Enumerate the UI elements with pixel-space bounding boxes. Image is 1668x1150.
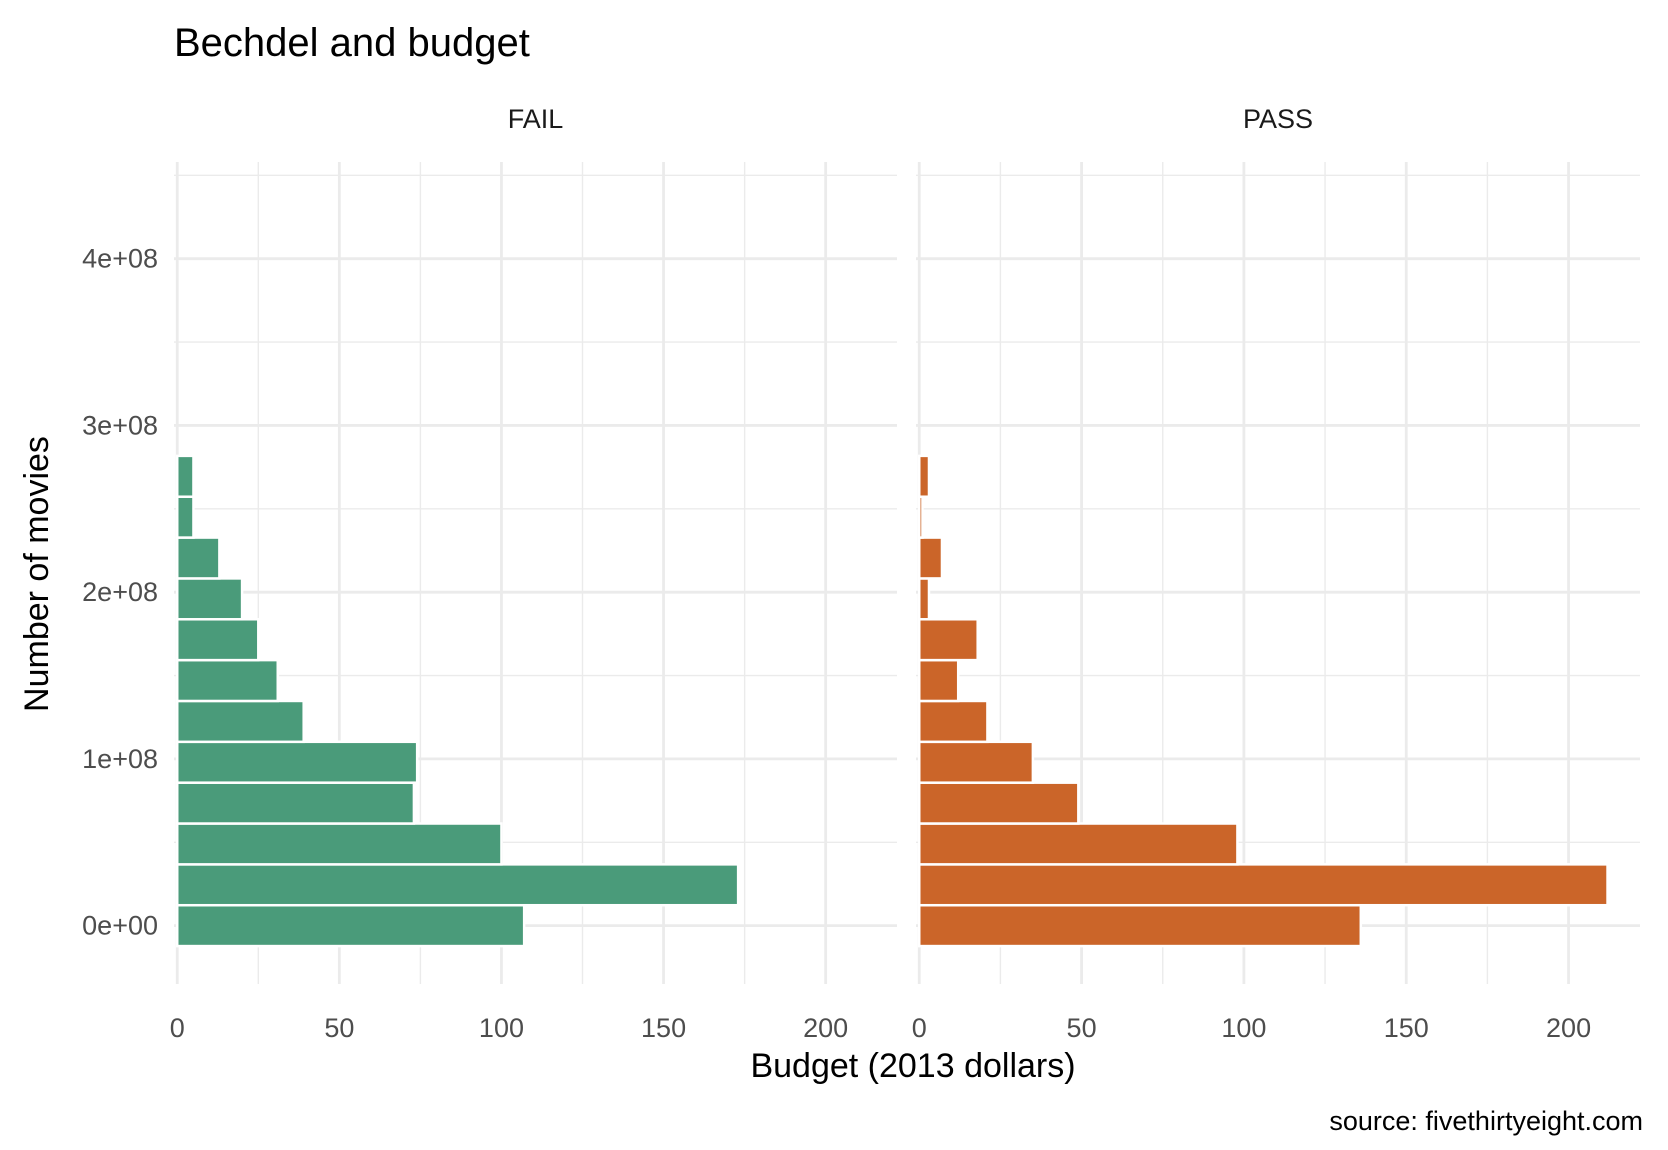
y-tick-label: 4e+08 [82, 244, 158, 274]
x-tick-label: 0 [170, 1013, 185, 1043]
y-tick-label: 2e+08 [82, 577, 158, 607]
x-tick-label: 150 [641, 1013, 686, 1043]
panel-pass: PASS 0 50 100 150 200 [912, 104, 1640, 1043]
x-tick-label: 200 [1546, 1013, 1591, 1043]
bar-fail-0 [175, 903, 526, 948]
bar-pass-9 [917, 536, 944, 580]
bar-pass-0 [917, 903, 1363, 948]
bar-pass-1 [917, 863, 1609, 907]
bar-fail-7 [175, 618, 260, 662]
bar-fail-11 [175, 454, 195, 498]
panel-fail: FAIL 0 50 100 150 200 0e+00 1e+08 2e+08 3e+08 4e+0… [82, 104, 897, 1043]
x-axis-title: Budget (2013 dollars) [750, 1047, 1075, 1085]
y-tick-label: 1e+08 [82, 744, 158, 774]
x-tick-label: 200 [803, 1013, 848, 1043]
y-axis-title: Number of movies [18, 436, 56, 712]
bar-fail-9 [175, 536, 221, 580]
facet-panels: FAIL 0 50 100 150 200 0e+00 1e+08 2e+08 3e+08 4e+0… [82, 104, 1640, 1043]
x-tick-label: 50 [1067, 1013, 1097, 1043]
y-tick-label: 3e+08 [82, 410, 158, 440]
y-tick-label: 0e+00 [82, 911, 158, 941]
x-tick-label: 100 [479, 1013, 524, 1043]
strip-label-pass: PASS [1243, 104, 1313, 134]
bar-fail-10 [175, 495, 195, 539]
bar-fail-5 [175, 699, 305, 744]
bar-fail-6 [175, 658, 279, 703]
x-tick-label: 100 [1221, 1013, 1266, 1043]
bar-pass-3 [917, 781, 1080, 825]
bar-pass-4 [917, 740, 1035, 784]
bar-pass-5 [917, 699, 989, 744]
bar-pass-6 [917, 658, 960, 703]
x-tick-label: 150 [1384, 1013, 1429, 1043]
bar-pass-11 [917, 454, 931, 498]
bar-pass-7 [917, 618, 979, 662]
bar-pass-8 [917, 577, 931, 621]
bar-fail-4 [175, 740, 419, 784]
chart-caption: source: fivethirtyeight.com [1329, 1106, 1643, 1136]
bar-pass-2 [917, 822, 1239, 866]
bar-fail-8 [175, 577, 244, 621]
strip-label-fail: FAIL [508, 104, 564, 134]
x-tick-label: 50 [324, 1013, 354, 1043]
bar-pass-10 [917, 495, 924, 539]
bar-fail-2 [175, 822, 503, 866]
chart-title: Bechdel and budget [174, 21, 530, 65]
bar-fail-3 [175, 781, 416, 825]
bar-fail-1 [175, 863, 740, 907]
x-tick-label: 0 [912, 1013, 927, 1043]
